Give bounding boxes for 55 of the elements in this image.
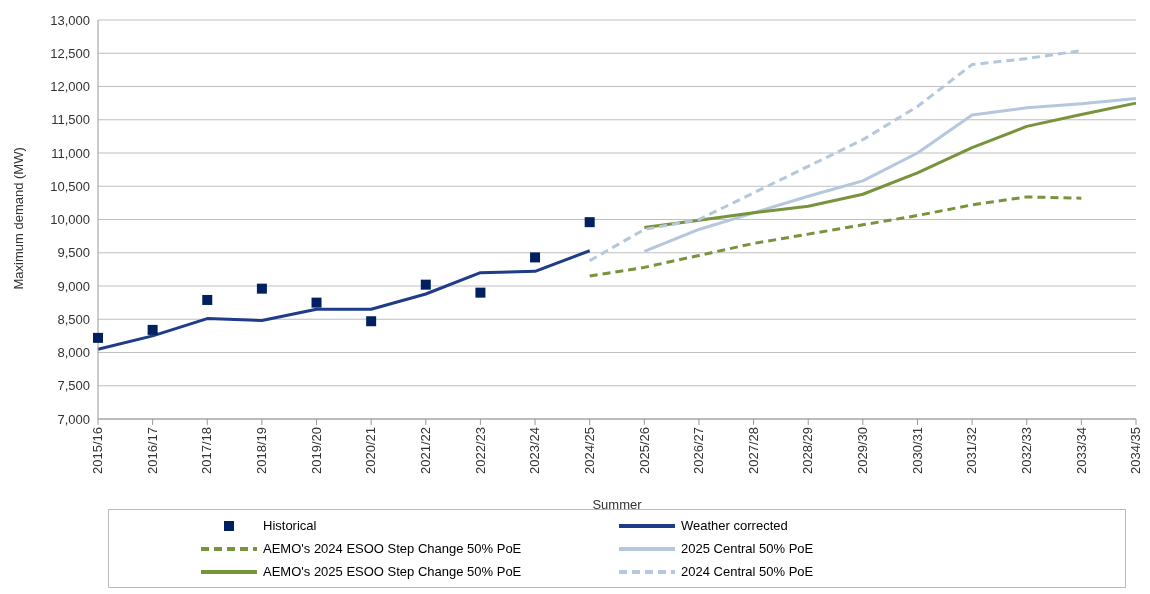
x-tick-label: 2021/22 — [418, 427, 434, 474]
x-tick-label: 2030/31 — [909, 427, 925, 474]
x-tick-label: 2028/29 — [800, 427, 816, 474]
legend-label: AEMO's 2024 ESOO Step Change 50% PoE — [263, 541, 522, 556]
x-tick-label: 2026/27 — [691, 427, 707, 474]
point — [530, 252, 541, 263]
y-tick-label: 8,500 — [57, 311, 90, 327]
line-series — [588, 195, 1083, 278]
x-tick-label: 2032/33 — [1018, 427, 1034, 474]
x-tick-label: 2023/24 — [527, 427, 543, 474]
y-tick-label: 12,500 — [50, 45, 90, 61]
legend-label: Historical — [263, 518, 317, 533]
y-tick-label: 13,000 — [50, 12, 90, 28]
x-tick-label: 2031/32 — [964, 427, 980, 474]
point — [366, 316, 377, 327]
point — [202, 294, 213, 305]
y-tick-label: 8,000 — [57, 345, 90, 361]
point — [420, 279, 431, 290]
x-tick-label: 2025/26 — [636, 427, 652, 474]
y-tick-label: 9,500 — [57, 245, 90, 261]
x-axis-title: Summer — [592, 497, 643, 512]
x-tick-label: 2027/28 — [745, 427, 761, 474]
x-tick-label: 2029/30 — [855, 427, 871, 474]
y-tick-label: 11,500 — [51, 112, 90, 128]
x-tick-label: 2017/18 — [199, 427, 215, 474]
legend-label: Weather corrected — [681, 518, 788, 533]
point — [256, 283, 267, 294]
x-tick-label: 2020/21 — [363, 427, 379, 474]
x-tick-label: 2033/34 — [1073, 427, 1089, 474]
y-tick-label: 7,000 — [57, 411, 90, 427]
y-tick-label: 11,000 — [51, 145, 90, 161]
point — [93, 332, 103, 343]
y-tick-label: 10,000 — [50, 212, 90, 228]
x-tick-label: 2024/25 — [581, 427, 597, 474]
point — [584, 217, 595, 228]
y-tick-label: 7,500 — [57, 378, 90, 394]
y-tick-label: 12,000 — [50, 79, 90, 95]
y-tick-label: 9,000 — [57, 278, 90, 294]
point — [475, 287, 486, 298]
x-tick-label: 2034/35 — [1128, 427, 1144, 474]
line-series — [642, 96, 1138, 253]
legend-label: AEMO's 2025 ESOO Step Change 50% PoE — [263, 564, 522, 579]
line-series — [642, 101, 1138, 229]
x-tick-label: 2018/19 — [254, 427, 270, 474]
x-tick-label: 2015/16 — [90, 427, 106, 474]
legend-label: 2025 Central 50% PoE — [681, 541, 814, 556]
legend-label: 2024 Central 50% PoE — [681, 564, 814, 579]
y-tick-label: 10,500 — [50, 178, 90, 194]
point — [147, 324, 158, 335]
line-series — [96, 249, 592, 351]
x-tick-label: 2016/17 — [144, 427, 160, 474]
x-tick-label: 2022/23 — [472, 427, 488, 474]
point — [311, 297, 322, 308]
x-tick-label: 2019/20 — [308, 427, 324, 474]
y-axis-title: Maximum demand (MW) — [10, 147, 26, 290]
